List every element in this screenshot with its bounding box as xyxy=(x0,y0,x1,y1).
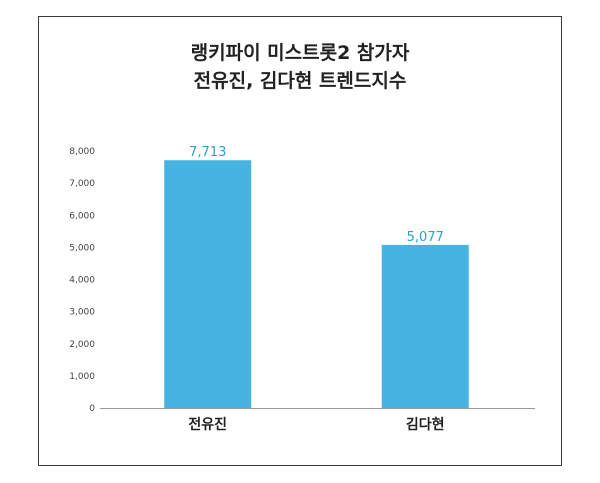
y-tick-label: 2,000 xyxy=(69,340,95,350)
bar-value-label: 7,713 xyxy=(189,145,226,160)
y-tick-label: 3,000 xyxy=(69,308,95,318)
x-axis: 전유진 김다현 xyxy=(188,416,444,433)
y-tick-label: 8,000 xyxy=(69,147,95,157)
y-tick-label: 4,000 xyxy=(69,276,95,286)
y-tick-label: 5,000 xyxy=(69,243,95,253)
chart-title-line-2: 전유진, 김다현 트렌드지수 xyxy=(193,70,407,92)
x-category-label: 김다현 xyxy=(406,416,445,433)
bar xyxy=(164,160,252,408)
y-tick-label: 0 xyxy=(89,404,95,414)
chart-frame xyxy=(38,16,562,466)
y-tick-label: 1,000 xyxy=(69,372,95,382)
x-category-label: 전유진 xyxy=(188,416,227,433)
bar-value-label: 5,077 xyxy=(407,230,444,245)
bar xyxy=(381,244,469,408)
bars-group: 7,713 5,077 xyxy=(164,145,469,408)
chart-title-line-1: 랭키파이 미스트롯2 참가자 xyxy=(190,42,410,64)
y-tick-label: 7,000 xyxy=(69,179,95,189)
y-tick-label: 6,000 xyxy=(69,211,95,221)
y-axis: 0 1,000 2,000 3,000 4,000 5,000 6,000 7,000 8,00… xyxy=(69,147,95,414)
